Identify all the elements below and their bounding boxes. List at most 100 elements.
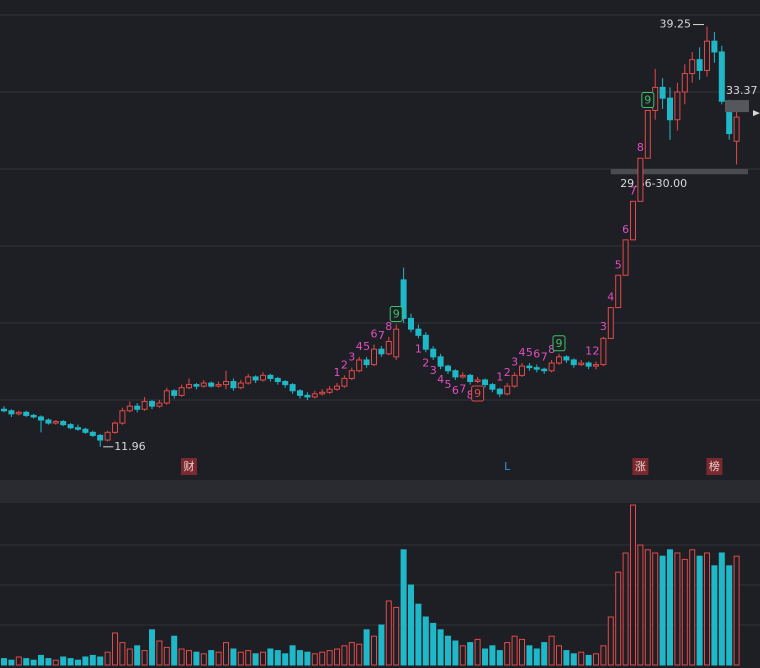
candle-body (467, 374, 474, 383)
candle-body (371, 348, 377, 366)
candle-body (334, 385, 340, 390)
td-box (552, 335, 566, 352)
panel-separator (0, 480, 760, 503)
candle-body (200, 382, 207, 387)
candle-body (8, 410, 15, 415)
candle-body (237, 382, 244, 389)
td-count: 5 (445, 378, 452, 391)
candle-body (104, 431, 111, 441)
candle-body (630, 200, 636, 241)
candle-body (459, 374, 466, 378)
td-count: 1 (585, 345, 592, 358)
band-label: 29.66-30.00 (620, 177, 687, 190)
volume-bar (607, 616, 614, 666)
candle-body (593, 364, 599, 367)
candle-body (289, 384, 296, 392)
volume-bar (104, 651, 111, 666)
volume-bar (474, 638, 481, 666)
td-count: 7 (541, 351, 548, 364)
volume-bar (667, 549, 673, 666)
volume-bar (637, 544, 644, 666)
td-count: 4 (437, 373, 444, 386)
candle-body (607, 307, 614, 339)
candle-body (430, 348, 437, 358)
volume-bar (38, 654, 44, 666)
candle-body (393, 328, 400, 358)
candle-body (689, 59, 696, 75)
volume-bar (326, 650, 333, 666)
volume-bar (186, 650, 192, 666)
td-count: 8 (637, 141, 644, 154)
candle-body (526, 365, 533, 369)
volume-bar (45, 658, 52, 666)
candle-body (711, 40, 718, 53)
candle-body (363, 359, 370, 366)
td-count: 8 (467, 389, 474, 402)
candle-body (681, 73, 688, 93)
td-count: 1 (496, 371, 503, 384)
volume-bar (422, 616, 429, 666)
volume-bar (504, 642, 511, 666)
candle-body (563, 356, 570, 361)
candle-body (15, 411, 22, 415)
td-box (641, 91, 655, 108)
volume-bar (400, 549, 407, 666)
candle-body (1, 408, 7, 412)
td-count: 4 (356, 340, 363, 353)
volume-bar (704, 552, 710, 666)
candle-body (600, 337, 607, 366)
candle-body (82, 428, 89, 433)
td-count: 2 (341, 358, 348, 371)
candle-body (45, 419, 52, 424)
volume-bar (652, 552, 659, 666)
volume-bar (548, 635, 555, 666)
candle-body (408, 317, 414, 330)
volume-bar (149, 629, 155, 666)
volume-bar (467, 642, 474, 666)
volume-bar (319, 651, 326, 666)
volume-bar (689, 549, 696, 666)
volume-bar (23, 658, 30, 666)
volume-bar (622, 552, 629, 666)
volume-bar (89, 654, 96, 666)
candle-body (622, 239, 629, 276)
volume-bar (230, 648, 237, 666)
volume-bar (356, 643, 363, 666)
candle-body (718, 51, 725, 102)
candle-body (67, 424, 74, 429)
candle-body (378, 348, 385, 355)
candle-body (230, 381, 237, 389)
candle-body (533, 367, 540, 370)
volume-bar (75, 659, 81, 666)
volume-bar (171, 635, 178, 666)
candle-body (193, 384, 200, 387)
event-marker: 涨 (635, 460, 646, 473)
volume-bar (134, 645, 141, 666)
td-count: 2 (593, 345, 600, 358)
volume-bar (126, 648, 133, 666)
candle-body (511, 374, 518, 387)
volume-bar (30, 659, 37, 666)
volume-bar (718, 552, 725, 666)
candle-body (496, 388, 503, 395)
td-count: 7 (378, 329, 385, 342)
volume-bar (163, 646, 170, 666)
volume-bar (541, 642, 548, 666)
volume-bar (496, 650, 503, 666)
candle-body (696, 59, 703, 71)
candle-body (304, 394, 311, 398)
volume-bar (97, 656, 104, 666)
td-count: 9 (393, 308, 400, 321)
volume-bar (297, 650, 303, 666)
td-count: 8 (385, 320, 392, 333)
volume-bar (393, 606, 400, 666)
candle-body (474, 379, 481, 383)
td-count: 9 (556, 337, 563, 350)
candle-body (119, 410, 126, 424)
td-count: 3 (600, 320, 607, 333)
candle-body (733, 116, 740, 142)
volume-bar (274, 650, 281, 666)
volume-bar (60, 656, 67, 666)
candle-body (252, 376, 259, 381)
